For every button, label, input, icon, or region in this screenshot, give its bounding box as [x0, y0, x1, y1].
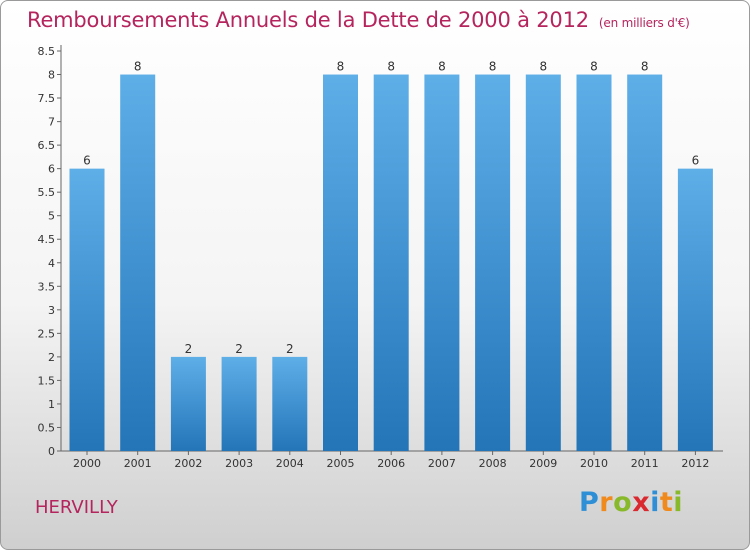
chart-data-labels: 6 8 2 2 2 8 8 8 8 8 8 8 6: [83, 60, 699, 356]
data-label: 8: [641, 60, 649, 74]
y-tick-label: 0: [48, 445, 55, 458]
y-tick-label: 4: [48, 257, 55, 270]
chart-axes: 0 0.5 1 1.5 2 2.5 3 3.5 4 4.5 5 5.5 6 6.5 7 7.5 8 8.5 2000…: [38, 45, 723, 470]
logo-letter: i: [673, 487, 684, 518]
y-tick-label: 1: [48, 398, 55, 411]
y-tick-label: 8.5: [38, 45, 56, 58]
y-tick-label: 6.5: [38, 139, 56, 152]
bar: [677, 168, 713, 451]
x-tick-label: 2006: [377, 457, 405, 470]
y-tick-label: 1.5: [38, 374, 56, 387]
chart-title: Remboursements Annuels de la Dette de 20…: [27, 8, 690, 32]
y-tick-label: 0.5: [38, 421, 56, 434]
bar: [170, 356, 206, 451]
logo-letter: P: [579, 487, 600, 518]
bar: [272, 356, 308, 451]
x-tick-label: 2011: [631, 457, 659, 470]
x-tick-label: 2005: [327, 457, 355, 470]
x-tick-label: 2010: [580, 457, 608, 470]
chart-bars: [69, 74, 713, 451]
logo-letter: t: [659, 487, 674, 518]
data-label: 2: [235, 342, 243, 356]
bar: [525, 74, 561, 451]
data-label: 6: [692, 154, 700, 168]
x-tick-label: 2009: [529, 457, 557, 470]
x-tick-label: 2004: [276, 457, 304, 470]
data-label: 6: [83, 154, 91, 168]
bar: [323, 74, 358, 451]
bar: [373, 74, 409, 451]
data-label: 8: [337, 60, 345, 74]
chart-unit: (en milliers d'€): [598, 16, 690, 30]
data-label: 8: [134, 60, 142, 74]
data-label: 8: [489, 60, 497, 74]
y-tick-label: 7.5: [38, 92, 56, 105]
y-tick-label: 5: [48, 210, 55, 223]
x-tick-label: 2002: [174, 457, 202, 470]
data-label: 8: [387, 60, 395, 74]
logo-letter: o: [613, 487, 633, 518]
data-label: 2: [286, 342, 294, 356]
x-tick-label: 2007: [428, 457, 456, 470]
y-tick-label: 3.5: [38, 280, 56, 293]
y-tick-label: 2: [48, 351, 55, 364]
logo-letter: r: [599, 487, 614, 518]
location-name: HERVILLY: [35, 497, 118, 518]
y-tick-label: 6: [48, 163, 55, 176]
y-tick-label: 7: [48, 116, 55, 129]
proxiti-logo: Proxiti: [579, 487, 683, 518]
logo-letter: x: [632, 487, 651, 518]
logo-letter: i: [650, 487, 660, 518]
bar: [627, 74, 663, 451]
data-label: 8: [438, 60, 446, 74]
x-tick-label: 2000: [73, 457, 101, 470]
y-tick-label: 5.5: [38, 186, 56, 199]
y-tick-label: 8: [48, 69, 55, 82]
bar: [120, 74, 156, 451]
data-label: 8: [590, 60, 598, 74]
x-tick-label: 2003: [225, 457, 253, 470]
bar: [576, 74, 612, 451]
bar: [221, 356, 257, 451]
y-tick-label: 3: [48, 304, 55, 317]
y-tick-label: 2.5: [38, 327, 56, 340]
data-label: 2: [185, 342, 193, 356]
chart-title-text: Remboursements Annuels de la Dette de 20…: [27, 8, 589, 32]
x-tick-label: 2001: [124, 457, 152, 470]
bar: [475, 74, 511, 451]
bar: [424, 74, 460, 451]
x-tick-label: 2012: [681, 457, 709, 470]
bar: [69, 168, 105, 451]
y-tick-label: 4.5: [38, 233, 56, 246]
data-label: 8: [539, 60, 547, 74]
x-tick-label: 2008: [479, 457, 507, 470]
